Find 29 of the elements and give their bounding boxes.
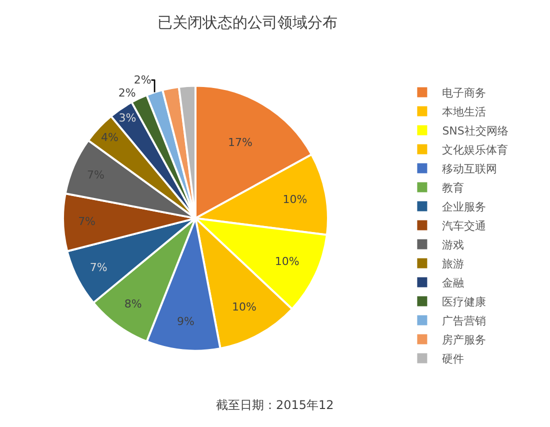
legend-label: 金融 (442, 276, 464, 290)
legend-label: 房产服务 (442, 334, 486, 347)
legend-label: 文化娱乐体育 (442, 144, 508, 157)
legend-label: 医疗健康 (442, 296, 486, 309)
data-label: 2% (118, 86, 136, 100)
data-label: 4% (100, 131, 118, 144)
data-label: 8% (124, 298, 142, 311)
legend-label: 教育 (442, 182, 464, 195)
legend-label: 移动互联网 (442, 162, 498, 176)
legend-label: 汽车交通 (442, 220, 486, 233)
legend-label: 电子商务 (442, 86, 486, 100)
data-label: 10% (282, 192, 308, 206)
legend-label: SNS社交网络 (442, 124, 508, 138)
legend-label: 旅游 (442, 258, 464, 271)
legend-label: 游戏 (442, 238, 464, 252)
legend-label: 本地生活 (442, 106, 486, 119)
chart-title: 已关闭状态的公司领域分布 (158, 14, 338, 32)
data-label: 7% (78, 215, 96, 228)
text: 截至日期：2015年12 (216, 398, 334, 412)
data-label: 10% (232, 300, 256, 314)
legend-label: 企业服务 (442, 200, 486, 214)
data-label: 17% (228, 136, 252, 150)
data-label: 10% (274, 254, 300, 268)
legend-label: 广告营销 (442, 314, 486, 328)
data-label: 9% (177, 314, 194, 328)
data-label: 3% (118, 112, 136, 125)
data-label: 2% (134, 74, 152, 87)
legend-label: 硬件 (442, 352, 464, 366)
data-label: 7% (90, 261, 108, 274)
